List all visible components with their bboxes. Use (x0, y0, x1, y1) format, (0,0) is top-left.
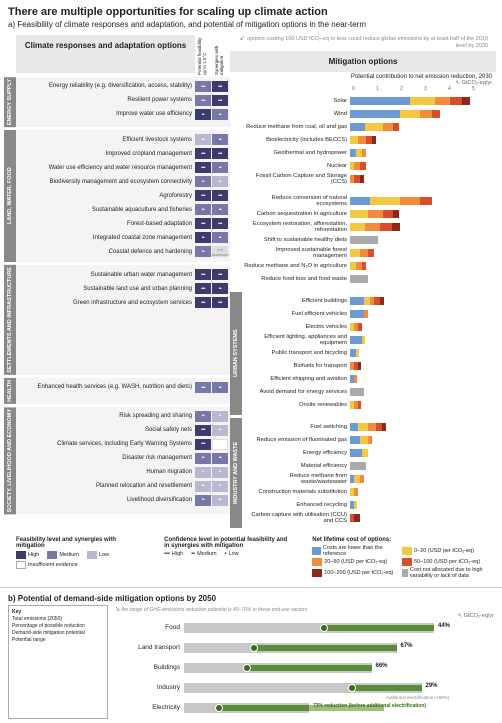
adapt-row: Biodiversity management and ecosystem co… (18, 175, 228, 188)
mitig-row: Carbon sequestration in agriculture (244, 208, 494, 220)
mitig-row: Reduce food loss and food waste (244, 273, 494, 285)
legend-conf-title: Confidence level in potential feasibilit… (164, 537, 288, 549)
adapt-row: Efficient livestock systems•••• (18, 133, 228, 146)
mitig-row: Energy efficiency (244, 447, 494, 459)
mitig-row: Avoid demand for energy services (244, 386, 494, 398)
legend-adapt-title: Feasibility level and synergies with mit… (16, 537, 140, 549)
mitig-row: Shift to sustainable healthy diets (244, 234, 494, 246)
mitig-row: Fossil Carbon Capture and Storage (CCS) (244, 173, 494, 185)
adapt-row: Climate services, including Early Warnin… (18, 438, 228, 451)
mitig-row: Construction materials substitution (244, 486, 494, 498)
sector-tab: SOCIETY, LIVELIHOOD AND ECONOMY (4, 407, 16, 514)
demand-row: Land transport67% (114, 639, 494, 657)
mitig-row: Biofuels for transport (244, 360, 494, 372)
adapt-row: Improve water use efficiency•••• (18, 108, 228, 121)
adapt-row: Risk spreading and sharing••• (18, 410, 228, 423)
mitig-row: Improved sustainable forest management (244, 247, 494, 259)
adapt-row: Sustainable urban water management•••••• (18, 268, 228, 281)
mitig-row: Public transport and bicycling (244, 347, 494, 359)
mitig-row: Electric vehicles (244, 321, 494, 333)
adapt-row: Enhanced health services (e.g. WASH, nut… (18, 381, 228, 394)
mitig-row: Material efficiency (244, 460, 494, 472)
adapt-row: Energy reliability (e.g. diversification… (18, 80, 228, 93)
sector-tab: HEALTH (4, 378, 16, 404)
panel-b-title: b) Potential of demand-side mitigation o… (8, 594, 494, 603)
demand-row: ElectricityAdditional electrification (+… (114, 699, 494, 717)
adapt-row: Forest-based adaptation•••••• (18, 217, 228, 230)
legend-mitig-title: Net lifetime cost of options: (312, 537, 486, 543)
mitig-row: Reduce methane from coal, oil and gas (244, 121, 494, 133)
mitig-row: Geothermal and hydropower (244, 147, 494, 159)
sector-tab: INDUSTRY AND WASTE (230, 418, 242, 528)
mitig-row: Fuel efficient vehicles (244, 308, 494, 320)
mitig-row: Reduce emission of fluorinated gas (244, 434, 494, 446)
subtitle-a: a) Feasibility of climate responses and … (0, 20, 502, 33)
matrix-header: Synergies with mitigation (214, 33, 230, 75)
mitig-row: Reduce methane and N₂O in agriculture (244, 260, 494, 272)
right-header: Mitigation options (230, 51, 496, 72)
key-box: Key Total emissions (2050)Percentage of … (8, 605, 108, 719)
demand-row: Food44% (114, 619, 494, 637)
mitig-row: Ecosystem restoration, afforestation, re… (244, 221, 494, 233)
adapt-row: Coastal defence and hardening••not asses… (18, 245, 228, 258)
adapt-row: Sustainable aquaculture and fisheries•••… (18, 203, 228, 216)
adapt-row: Sustainable land use and urban planning•… (18, 282, 228, 295)
adapt-row: Social safety nets••••• (18, 424, 228, 437)
sector-tab: URBAN SYSTEMS (230, 292, 242, 415)
adapt-row: Integrated coastal zone management•••• (18, 231, 228, 244)
adapt-row: Human migration•• (18, 466, 228, 479)
mitig-row: Efficient shipping and aviation (244, 373, 494, 385)
adapt-row: Livelihood diversification•••• (18, 494, 228, 507)
right-note: ↙ options costing 100 USD tCO₂-eq or les… (230, 33, 496, 49)
mitig-row: Efficient buildings (244, 295, 494, 307)
adapt-row: Planned relocation and resettlement••• (18, 480, 228, 493)
main-title: There are multiple opportunities for sca… (0, 0, 502, 20)
mitig-row: Onsite renewables (244, 399, 494, 411)
mitig-row: Enhanced recycling (244, 499, 494, 511)
mitig-row: Solar (244, 95, 494, 107)
adapt-row: Water use efficiency and water resource … (18, 161, 228, 174)
adapt-row: Resilient power systems•••••• (18, 94, 228, 107)
mitig-row: Efficient lighting, appliances and equip… (244, 334, 494, 346)
matrix-header: Potential feasibility up to 1.5°C (197, 33, 213, 75)
mitig-row: Reduce methane from waste/wastewater (244, 473, 494, 485)
sector-tab: SETTLEMENTS AND INFRASTRUCTURE (4, 265, 16, 375)
panel-b-note: ↘ the range of GHG emissions reduction p… (114, 605, 494, 613)
sector-tab: LAND, WATER, FOOD (4, 130, 16, 262)
adapt-row: Agroforestry•••••• (18, 189, 228, 202)
mitig-row: Reduce conversion of natural ecosystems (244, 195, 494, 207)
adapt-row: Green infrastructure and ecosystem servi… (18, 296, 228, 309)
mitig-row: Fuel switching (244, 421, 494, 433)
left-header: Climate responses and adaptation options (16, 35, 195, 73)
sector-tab: ENERGY SUPPLY (4, 77, 16, 127)
mitig-row: Carbon capture with utilisation (CCU) an… (244, 512, 494, 524)
mitig-row: Nuclear (244, 160, 494, 172)
mitig-row: Bioelectricity (includes BECCS) (244, 134, 494, 146)
adapt-row: Improved cropland management•••••• (18, 147, 228, 160)
adapt-row: Disaster risk management•••• (18, 452, 228, 465)
demand-row: Buildings66% (114, 659, 494, 677)
mitig-row: Wind (244, 108, 494, 120)
